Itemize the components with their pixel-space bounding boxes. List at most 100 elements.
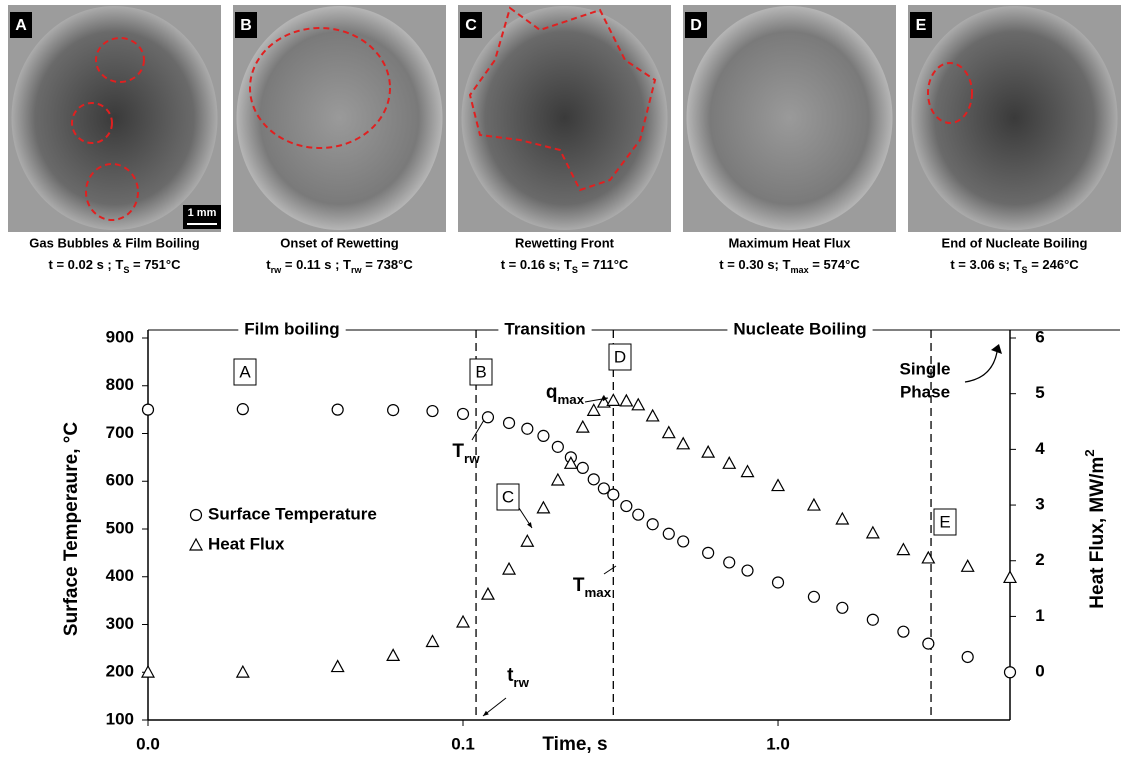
text-part: t <box>507 665 514 686</box>
marker-box <box>933 508 957 536</box>
y-tick-label: 500 <box>106 518 134 537</box>
temperature-point <box>481 411 495 424</box>
region-label-bg <box>238 319 346 339</box>
time-rw-label: trw <box>507 665 530 690</box>
heat-flux-point <box>722 456 737 469</box>
panel-letter-box <box>10 12 32 38</box>
heat-flux-point <box>645 408 660 422</box>
marker-label: B <box>475 362 486 381</box>
panel-letter-box <box>460 12 482 38</box>
marker-box <box>233 358 257 386</box>
text-part: T <box>573 575 585 596</box>
heat-flux-point <box>596 394 611 408</box>
arrow-head <box>483 710 489 716</box>
panel-letter: C <box>465 17 477 34</box>
text-part: t = 0.02 s ; T <box>49 257 124 272</box>
highlight-outline <box>249 27 391 149</box>
temperature-point <box>702 546 715 559</box>
temperature-point <box>866 613 879 626</box>
y2-tick-label: 4 <box>1035 439 1045 458</box>
panel-letter: B <box>240 17 252 34</box>
text-part: = 0.11 s ; T <box>281 257 351 272</box>
photo-disc <box>236 6 443 230</box>
arrow-head <box>527 522 532 528</box>
heat-flux-point <box>676 436 691 450</box>
heat-flux-point <box>806 497 821 511</box>
text-part: Heat Flux, MW/m <box>1087 457 1108 609</box>
highlight-outline <box>95 37 145 83</box>
heat-flux-point <box>235 664 250 678</box>
single-phase-label: Phase <box>900 382 950 401</box>
heat-flux-point <box>865 525 880 539</box>
marker-box <box>496 483 520 511</box>
y-tick-label: 900 <box>106 327 134 346</box>
heat-flux-point <box>606 393 621 406</box>
text-part: max <box>790 265 808 275</box>
front-outline <box>468 6 657 192</box>
heat-flux-point <box>502 561 517 575</box>
single-phase-label: Single <box>899 359 950 378</box>
pointer <box>471 419 485 441</box>
temperature-point <box>836 601 849 614</box>
text-part: max <box>557 392 584 407</box>
curved-arrow <box>964 351 998 383</box>
temperature-point <box>897 625 910 638</box>
heat-flux-point <box>563 456 578 469</box>
x-tick-label: 0.1 <box>451 734 475 753</box>
panel-title: End of Nucleate Boiling <box>942 235 1088 250</box>
heat-flux-point <box>661 425 676 439</box>
temperature-point <box>922 637 935 650</box>
t-max-label: Tmax <box>573 575 612 600</box>
marker-label: C <box>502 487 514 506</box>
heat-flux-point <box>330 659 345 673</box>
text-part: t = 0.30 s; T <box>719 257 790 272</box>
text-part: = 246°C <box>1028 257 1080 272</box>
heat-flux-point <box>425 634 440 648</box>
y-tick-label: 400 <box>106 566 134 585</box>
text-part: S <box>1022 265 1028 275</box>
legend-swatch <box>188 537 204 551</box>
region-label: Film boiling <box>244 319 339 338</box>
y-tick-label: 300 <box>106 614 134 633</box>
temperature-point <box>662 527 675 540</box>
region-label: Transition <box>504 319 585 338</box>
text-part: rw <box>513 675 529 690</box>
text-part: = 751°C <box>129 257 181 272</box>
temperature-point <box>632 508 645 521</box>
panel-title: Maximum Heat Flux <box>728 235 851 250</box>
heat-flux-point <box>456 614 471 628</box>
temperature-point <box>521 422 534 435</box>
text-part: T <box>452 441 464 462</box>
panel-letter-box <box>910 12 932 38</box>
heat-flux-point <box>619 393 634 407</box>
marker-label: E <box>939 512 950 531</box>
legend-label: Heat Flux <box>208 534 285 553</box>
heat-flux-point <box>960 559 975 572</box>
temperature-point <box>771 576 785 589</box>
heat-flux-point <box>520 533 535 547</box>
heat-flux-point <box>835 511 850 525</box>
highlight-outline <box>85 163 139 221</box>
text-part: t = 3.06 s; T <box>950 257 1021 272</box>
y2-axis-label: Heat Flux, MW/m2 <box>1082 449 1108 608</box>
heat-flux-point <box>896 542 911 556</box>
temperature-point <box>723 556 736 569</box>
legend-label: Surface Temperature <box>208 504 377 523</box>
photo-disc <box>461 6 668 230</box>
y-tick-label: 200 <box>106 662 134 681</box>
panel-info: t = 3.06 s; TS = 246°C <box>950 257 1079 275</box>
heat-flux-point <box>386 648 401 662</box>
panel-letter-box <box>235 12 257 38</box>
highlight-outline <box>927 62 973 124</box>
temperature-point <box>537 429 550 442</box>
heat-flux-point <box>740 464 755 478</box>
y2-tick-label: 6 <box>1035 327 1044 346</box>
y2-tick-label: 0 <box>1035 662 1044 681</box>
heat-flux-point <box>631 397 646 411</box>
panel-info: t = 0.16 s; TS = 711°C <box>501 257 629 275</box>
panel-info: t = 0.02 s ; TS = 751°C <box>49 257 182 275</box>
temperature-point <box>141 403 155 416</box>
pointer <box>603 565 617 575</box>
panel-letter: A <box>15 17 27 34</box>
